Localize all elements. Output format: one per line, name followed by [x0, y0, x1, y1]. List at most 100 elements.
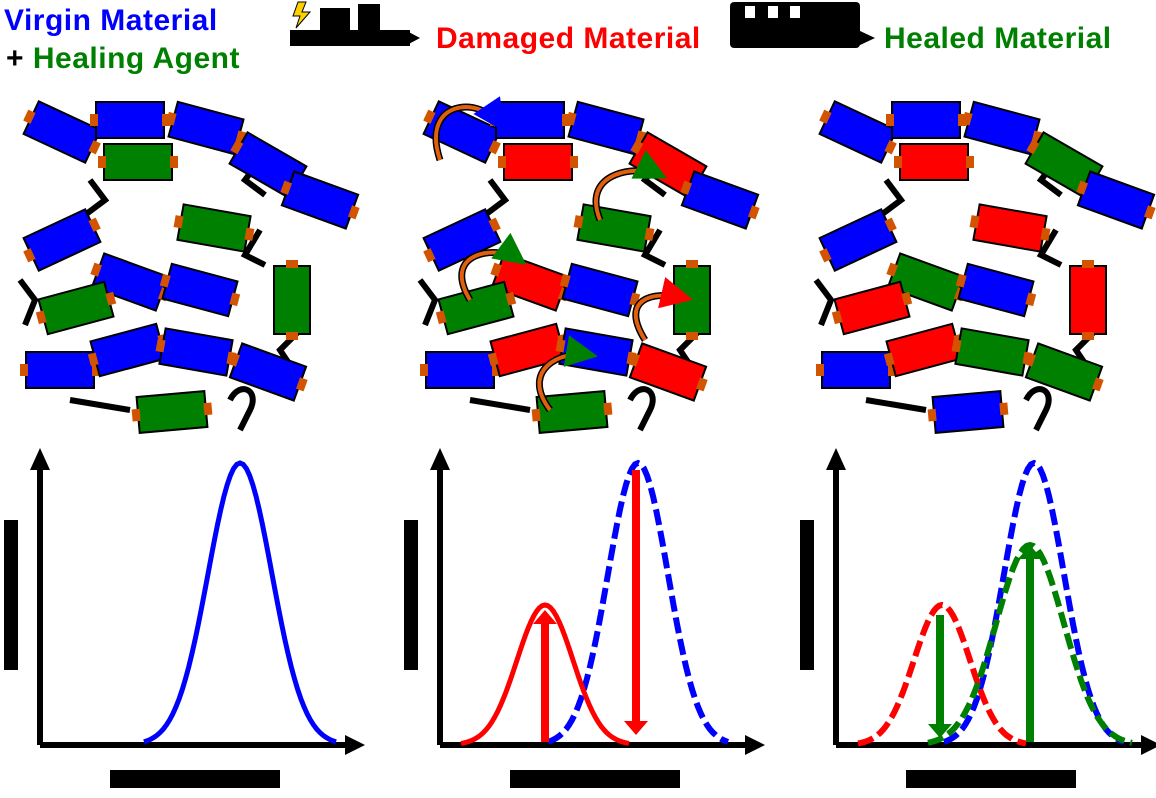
healed-material-label: Healed Material: [884, 22, 1112, 55]
molecule: [531, 390, 613, 434]
diffusion-arrow: [537, 335, 598, 412]
virgin-reference-curve: [546, 459, 730, 745]
polymer-chain: [1036, 228, 1063, 268]
shift-arrow-up-head: [533, 610, 557, 624]
y-axis-label-block: [404, 520, 418, 670]
diffusion-arrows: [432, 96, 693, 413]
molecule: [886, 101, 966, 139]
diffusion-arrow: [434, 96, 505, 161]
molecule: [818, 207, 898, 273]
molecule: [573, 203, 655, 253]
molecule: [498, 143, 578, 181]
distribution-plot-damaged: [404, 448, 765, 788]
molecule: [628, 342, 708, 402]
x-axis-label-block: [510, 770, 680, 788]
recovery-arrow-down-head: [928, 724, 952, 738]
molecule: [155, 327, 237, 377]
molecule-network-healed: [813, 99, 1156, 434]
molecule: [955, 262, 1037, 318]
damaged-curve: [460, 602, 630, 746]
molecule: [961, 100, 1043, 156]
molecule-network-damaged: [417, 99, 760, 434]
y-axis-arrowhead: [30, 448, 50, 470]
molecule: [159, 262, 241, 318]
diffusion-arrow: [459, 232, 527, 302]
molecule: [969, 203, 1051, 253]
molecule: [228, 342, 308, 402]
molecule: [1024, 342, 1104, 402]
molecule: [1069, 260, 1107, 340]
polymer-chain: [17, 278, 39, 327]
diffusion-arrow: [633, 277, 693, 342]
molecule: [131, 390, 213, 434]
plus-sign: +: [6, 42, 25, 75]
damaged-material-label: Damaged Material: [436, 22, 701, 55]
molecule: [565, 100, 647, 156]
panels: [4, 96, 1156, 788]
molecule: [894, 143, 974, 181]
polymer-chain: [240, 228, 267, 268]
molecule: [22, 207, 102, 273]
polymer-chain: [879, 178, 906, 218]
molecule: [420, 351, 500, 389]
recovery-arrow-down: [936, 615, 944, 726]
molecule: [927, 390, 1009, 434]
y-axis-arrowhead: [430, 448, 450, 470]
shift-arrow-down-head: [624, 721, 648, 735]
molecule-network-virgin: [17, 99, 360, 434]
polymer-chain: [469, 397, 531, 413]
y-axis-label-block: [800, 520, 814, 670]
molecule: [22, 99, 102, 165]
polymer-chain: [640, 228, 667, 268]
molecule: [173, 203, 255, 253]
polymer-chain: [83, 178, 110, 218]
polymer-chain: [813, 278, 835, 327]
y-axis-arrowhead: [826, 448, 846, 470]
distribution-plot-healed: [800, 448, 1156, 788]
lightning-hammer-icon: [290, 1, 420, 46]
virgin-material-label: Virgin Material: [4, 4, 218, 37]
polymer-chain: [227, 386, 256, 432]
healing-agent-label: Healing Agent: [32, 42, 240, 75]
molecule: [280, 170, 360, 230]
recovery-arrow-up-head: [1018, 545, 1042, 559]
molecule: [816, 351, 896, 389]
molecule: [951, 327, 1033, 377]
molecule: [90, 101, 170, 139]
x-axis-arrowhead: [1141, 735, 1156, 755]
x-axis-arrowhead: [745, 735, 765, 755]
virgin-curve: [143, 460, 337, 745]
heat-icon: [730, 2, 875, 48]
shift-arrow-up: [541, 622, 549, 742]
molecule: [490, 101, 570, 139]
molecule: [165, 100, 247, 156]
molecule: [559, 262, 641, 318]
distribution-plot-virgin: [4, 448, 365, 788]
y-axis-label-block: [4, 520, 18, 670]
molecule: [555, 327, 637, 377]
diffusion-arrow: [594, 149, 668, 221]
molecule: [818, 99, 898, 165]
x-axis-label-block: [906, 770, 1076, 788]
healing-agent-label-row: + Healing Agent: [6, 44, 240, 74]
molecule: [435, 280, 517, 336]
molecule: [20, 351, 100, 389]
damaged-reference-curve: [857, 601, 1027, 747]
polymer-chain: [483, 178, 510, 218]
polymer-chain: [417, 278, 439, 327]
polymer-chain: [865, 397, 927, 413]
molecule: [98, 143, 178, 181]
molecule: [831, 280, 913, 336]
molecule: [680, 170, 760, 230]
molecule: [1076, 170, 1156, 230]
x-axis-arrowhead: [345, 735, 365, 755]
polymer-chain: [69, 397, 131, 413]
x-axis-label-block: [110, 770, 280, 788]
shift-arrow-down: [632, 470, 640, 723]
polymer-chain: [627, 386, 656, 432]
molecule: [35, 280, 117, 336]
molecule: [273, 260, 311, 340]
polymer-chain: [1023, 386, 1052, 432]
recovery-arrow-up: [1026, 557, 1034, 742]
